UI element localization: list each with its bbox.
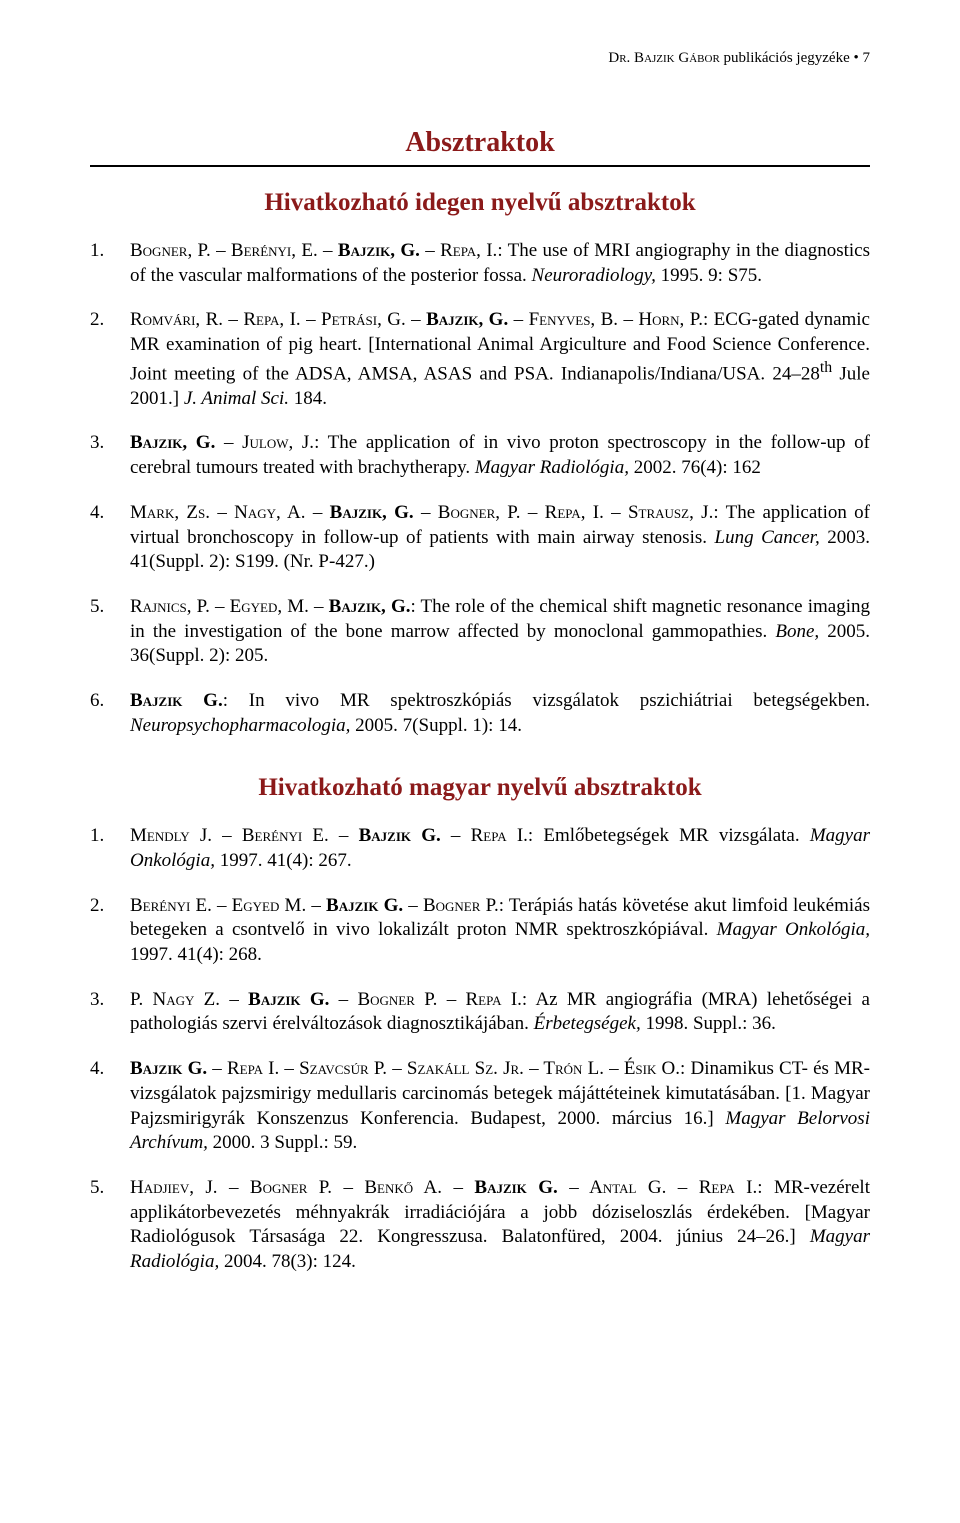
reference-number: 1. <box>90 824 130 873</box>
reference-body: P. Nagy Z. – Bajzik G. – Bogner P. – Rep… <box>130 988 870 1037</box>
reference-body: Mendly J. – Berényi E. – Bajzik G. – Rep… <box>130 824 870 873</box>
reference-body: Bajzik G.: In vivo MR spektroszkópiás vi… <box>130 689 870 738</box>
reference-body: Bajzik G. – Repa I. – Szavcsúr P. – Szak… <box>130 1057 870 1156</box>
reference-body: Rajnics, P. – Egyed, M. – Bajzik, G.: Th… <box>130 595 870 669</box>
reference-number: 4. <box>90 501 130 575</box>
reference-item: 1.Bogner, P. – Berényi, E. – Bajzik, G. … <box>90 239 870 288</box>
reference-number: 3. <box>90 988 130 1037</box>
section-title-absztraktok: Absztraktok <box>90 127 870 159</box>
running-head-text: Dr. Bajzik Gábor publikációs jegyzéke • … <box>608 50 870 66</box>
reference-number: 1. <box>90 239 130 288</box>
reference-body: Berényi E. – Egyed M. – Bajzik G. – Bogn… <box>130 894 870 968</box>
reference-item: 5.Hadjiev, J. – Bogner P. – Benkő A. – B… <box>90 1176 870 1275</box>
reference-item: 4.Mark, Zs. – Nagy, A. – Bajzik, G. – Bo… <box>90 501 870 575</box>
reference-number: 5. <box>90 595 130 669</box>
reference-item: 6.Bajzik G.: In vivo MR spektroszkópiás … <box>90 689 870 738</box>
reference-number: 2. <box>90 894 130 968</box>
reference-number: 3. <box>90 431 130 480</box>
reference-item: 2.Berényi E. – Egyed M. – Bajzik G. – Bo… <box>90 894 870 968</box>
running-head: Dr. Bajzik Gábor publikációs jegyzéke • … <box>90 50 870 67</box>
reference-number: 2. <box>90 308 130 411</box>
reference-body: Romvári, R. – Repa, I. – Petrási, G. – B… <box>130 308 870 411</box>
reference-item: 2.Romvári, R. – Repa, I. – Petrási, G. –… <box>90 308 870 411</box>
reference-body: Hadjiev, J. – Bogner P. – Benkő A. – Baj… <box>130 1176 870 1275</box>
reference-body: Bogner, P. – Berényi, E. – Bajzik, G. – … <box>130 239 870 288</box>
subsection-title-hungarian: Hivatkozható magyar nyelvű absztraktok <box>90 774 870 802</box>
section-rule <box>90 165 870 167</box>
reference-list-hungarian: 1.Mendly J. – Berényi E. – Bajzik G. – R… <box>90 824 870 1274</box>
reference-number: 6. <box>90 689 130 738</box>
reference-body: Bajzik, G. – Julow, J.: The application … <box>130 431 870 480</box>
reference-number: 5. <box>90 1176 130 1275</box>
subsection-title-foreign: Hivatkozható idegen nyelvű absztraktok <box>90 189 870 217</box>
reference-item: 5.Rajnics, P. – Egyed, M. – Bajzik, G.: … <box>90 595 870 669</box>
reference-list-foreign: 1.Bogner, P. – Berényi, E. – Bajzik, G. … <box>90 239 870 738</box>
reference-number: 4. <box>90 1057 130 1156</box>
reference-body: Mark, Zs. – Nagy, A. – Bajzik, G. – Bogn… <box>130 501 870 575</box>
reference-item: 3.P. Nagy Z. – Bajzik G. – Bogner P. – R… <box>90 988 870 1037</box>
page-container: Dr. Bajzik Gábor publikációs jegyzéke • … <box>0 0 960 1371</box>
reference-item: 3.Bajzik, G. – Julow, J.: The applicatio… <box>90 431 870 480</box>
reference-item: 4.Bajzik G. – Repa I. – Szavcsúr P. – Sz… <box>90 1057 870 1156</box>
reference-item: 1.Mendly J. – Berényi E. – Bajzik G. – R… <box>90 824 870 873</box>
